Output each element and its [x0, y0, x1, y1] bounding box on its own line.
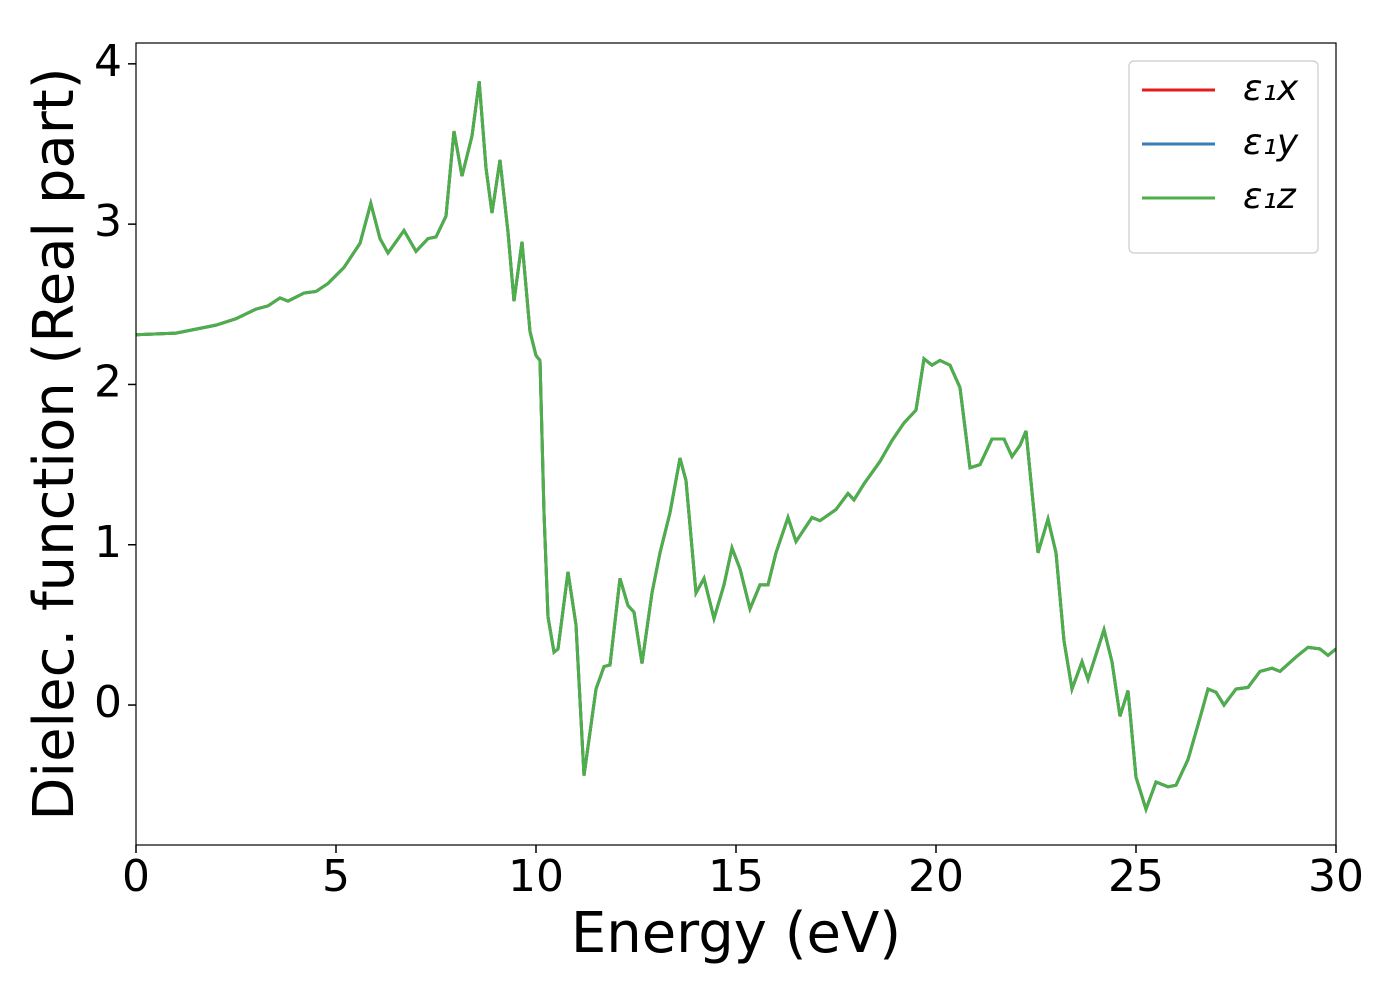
- y-tick-label: 4: [94, 36, 122, 87]
- x-tick-label: 15: [708, 851, 764, 902]
- x-tick-label: 30: [1308, 851, 1364, 902]
- legend-box: [1128, 60, 1319, 254]
- y-tick-label: 3: [94, 196, 122, 247]
- x-tick-label: 0: [122, 851, 150, 902]
- plot-frame: [135, 42, 1337, 846]
- x-axis-label: Energy (eV): [571, 901, 901, 966]
- y-tick-label: 2: [94, 356, 122, 407]
- line-series: [136, 81, 1336, 814]
- legend-label: ε₁x: [1243, 68, 1299, 109]
- x-tick-label: 25: [1108, 851, 1164, 902]
- y-axis-label: Dielec. function (Real part): [22, 67, 87, 820]
- x-tick-label: 5: [322, 851, 350, 902]
- legend-label: ε₁z: [1243, 176, 1297, 217]
- y-tick-label: 0: [94, 677, 122, 728]
- legend-label: ε₁y: [1243, 122, 1299, 163]
- y-tick-label: 1: [94, 517, 122, 568]
- x-tick-label: 20: [908, 851, 964, 902]
- x-tick-label: 10: [508, 851, 564, 902]
